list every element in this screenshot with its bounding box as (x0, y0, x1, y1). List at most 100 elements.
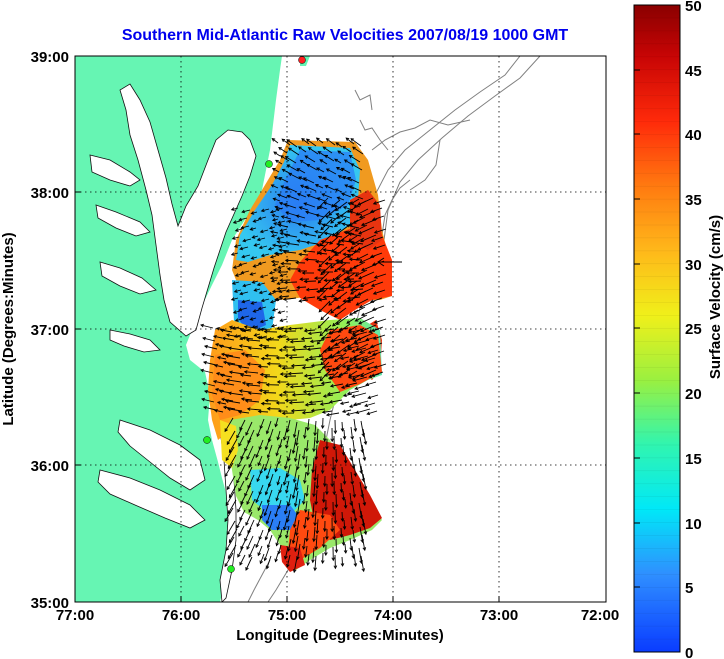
velocity-arrowhead (215, 326, 220, 331)
velocity-arrow (347, 206, 357, 213)
velocity-arrowhead (359, 259, 363, 264)
velocity-arrowhead (214, 342, 219, 347)
velocity-arrow (297, 453, 301, 470)
velocity-arrowhead (275, 159, 279, 164)
velocity-arrow (330, 338, 344, 342)
velocity-arrowhead (340, 473, 345, 477)
velocity-arrowhead (342, 205, 347, 210)
velocity-arrow (346, 362, 356, 369)
velocity-arrow (311, 363, 326, 367)
velocity-arrow (255, 447, 261, 458)
velocity-arrow (351, 500, 354, 514)
velocity-arrow (265, 481, 271, 495)
velocity-arrowhead (281, 138, 286, 143)
velocity-arrow (360, 369, 377, 377)
velocity-arrow (240, 270, 250, 274)
velocity-arrowhead (240, 270, 245, 275)
velocity-arrowhead (291, 495, 296, 500)
velocity-arrowhead (276, 286, 281, 291)
velocity-arrow (336, 270, 349, 280)
velocity-arrow (328, 252, 338, 261)
velocity-arrow (341, 192, 352, 198)
velocity-arrowhead (278, 289, 283, 294)
velocity-arrow (323, 349, 334, 352)
velocity-arrowhead (274, 205, 279, 210)
velocity-arrowhead (264, 491, 269, 496)
velocity-arrow (250, 272, 257, 276)
velocity-arrowhead (264, 536, 269, 541)
velocity-arrowhead (283, 203, 288, 207)
velocity-arrow (352, 484, 356, 498)
velocity-arrow (234, 289, 242, 293)
velocity-arrow (234, 244, 242, 248)
velocity-arrowhead (332, 446, 337, 451)
velocity-arrow (362, 428, 367, 445)
velocity-arrowhead (316, 268, 321, 272)
velocity-arrowhead (268, 315, 273, 320)
velocity-arrow (337, 254, 350, 264)
velocity-arrow (328, 330, 342, 334)
velocity-arrow (266, 420, 272, 434)
velocity-arrow (324, 328, 335, 331)
velocity-arrow (297, 286, 307, 289)
velocity-arrowhead (364, 358, 369, 363)
velocity-arrowhead (247, 346, 252, 350)
velocity-arrowhead (271, 168, 276, 172)
velocity-arrowhead (349, 201, 354, 205)
velocity-arrow (307, 392, 322, 395)
velocity-arrowhead (263, 329, 268, 334)
velocity-arrow (335, 493, 337, 508)
velocity-arrowhead (315, 259, 319, 264)
velocity-arrow (237, 546, 244, 558)
velocity-arrow (227, 499, 237, 514)
velocity-arrow (374, 228, 387, 234)
velocity-arrowhead (260, 208, 265, 213)
velocity-arrowhead (227, 346, 232, 351)
velocity-arrow (227, 544, 237, 559)
velocity-arrowhead (346, 230, 350, 234)
velocity-arrowhead (285, 534, 289, 539)
velocity-arrowhead (319, 357, 324, 361)
velocity-arrowhead (369, 344, 374, 348)
velocity-arrowhead (357, 247, 362, 251)
velocity-arrowhead (241, 299, 246, 304)
velocity-arrow (362, 473, 367, 490)
velocity-arrow (275, 507, 279, 517)
velocity-arrowhead (343, 277, 348, 282)
velocity-arrow (240, 225, 250, 229)
velocity-arrow (348, 325, 358, 332)
velocity-arrow (308, 331, 323, 335)
velocity-arrowhead (260, 356, 265, 361)
velocity-arrow (322, 224, 334, 228)
velocity-arrowhead (283, 280, 288, 285)
velocity-arrow (225, 491, 235, 506)
velocity-arrowhead (288, 172, 293, 177)
velocity-arrowhead (225, 502, 230, 507)
velocity-arrow (309, 355, 324, 359)
colorbar-tick-label: 10 (685, 516, 702, 533)
velocity-arrow (303, 296, 316, 299)
velocity-arrow (225, 355, 241, 359)
velocity-arrow (329, 236, 339, 245)
velocity-arrowhead (246, 407, 251, 411)
velocity-arrowhead (315, 137, 320, 142)
velocity-arrow (225, 536, 235, 551)
velocity-arrow (250, 317, 257, 321)
velocity-arrowhead (317, 279, 322, 284)
velocity-arrow (290, 385, 306, 388)
velocity-arrowhead (349, 240, 354, 245)
velocity-arrowhead (309, 339, 314, 344)
velocity-arrowhead (270, 184, 275, 188)
velocity-arrow (325, 263, 337, 265)
velocity-arrowhead (343, 505, 348, 509)
velocity-arrowhead (239, 291, 244, 296)
velocity-arrowhead (280, 215, 285, 219)
velocity-arrow (260, 274, 269, 278)
velocity-arrowhead (255, 454, 259, 459)
velocity-arrow (294, 490, 299, 507)
velocity-arrowhead (353, 428, 358, 433)
velocity-arrowhead (327, 330, 332, 335)
velocity-arrowhead (292, 524, 297, 529)
velocity-arrowhead (259, 372, 264, 377)
velocity-arrow (257, 282, 266, 286)
